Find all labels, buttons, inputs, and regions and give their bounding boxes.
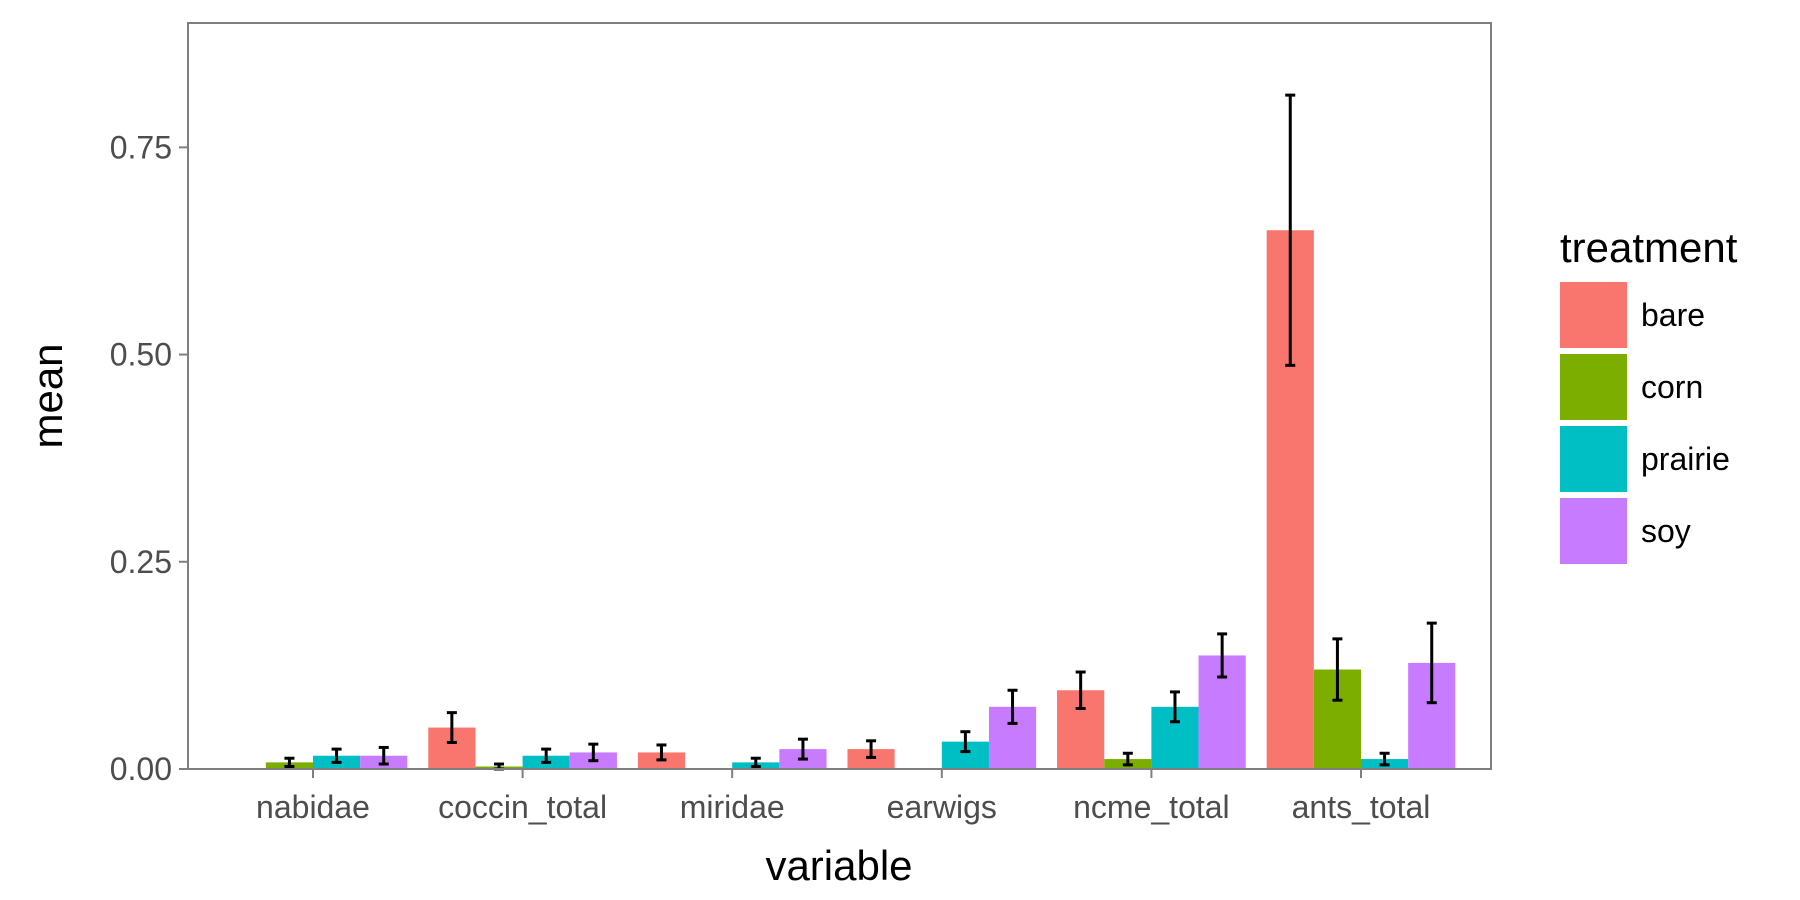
- legend: treatment bare corn prairie soy: [1560, 224, 1738, 564]
- error-bar-bare-ncme_total: [1075, 670, 1086, 710]
- error-bar-bare-coccin_total: [446, 711, 457, 744]
- error-bar-corn-ants_total: [1332, 637, 1343, 702]
- error-bar-prairie-ants_total: [1379, 751, 1390, 767]
- y-tick-label-0.50: 0.50: [110, 337, 172, 373]
- error-bar-bare-earwigs: [866, 739, 877, 759]
- error-bar-prairie-miridae: [750, 756, 761, 769]
- legend-label-prairie: prairie: [1641, 441, 1730, 477]
- legend-key-corn: [1560, 354, 1627, 420]
- error-bar-soy-ants_total: [1426, 621, 1437, 705]
- error-bar-bare-miridae: [656, 743, 667, 762]
- legend-label-soy: soy: [1641, 513, 1691, 549]
- error-bar-prairie-ncme_total: [1169, 690, 1180, 724]
- y-tick-label-0.75: 0.75: [110, 129, 172, 165]
- x-axis: nabidae coccin_total miridae earwigs ncme_to…: [256, 769, 1430, 825]
- legend-title: treatment: [1560, 224, 1738, 271]
- y-tick-label-0.25: 0.25: [110, 544, 172, 580]
- error-bar-bare-ants_total: [1285, 93, 1296, 367]
- legend-label-corn: corn: [1641, 369, 1703, 405]
- error-bar-prairie-nabidae: [331, 747, 342, 764]
- legend-label-bare: bare: [1641, 297, 1705, 333]
- y-tick-label-0.00: 0.00: [110, 751, 172, 787]
- error-bar-soy-earwigs: [1007, 688, 1018, 725]
- error-bars-layer: [284, 93, 1437, 771]
- x-axis-title: variable: [765, 842, 912, 889]
- x-tick-label-earwigs: earwigs: [887, 789, 997, 825]
- error-bar-prairie-coccin_total: [541, 747, 552, 764]
- x-tick-label-nabidae: nabidae: [256, 789, 370, 825]
- y-axis-title: mean: [24, 343, 71, 448]
- x-tick-label-miridae: miridae: [680, 789, 785, 825]
- error-bar-soy-miridae: [797, 737, 808, 761]
- plot-panel-border: [187, 22, 1492, 770]
- error-bar-soy-nabidae: [378, 745, 389, 766]
- y-axis: 0.00 0.25 0.50 0.75: [110, 129, 188, 787]
- error-bar-corn-nabidae: [284, 756, 295, 769]
- legend-key-prairie: [1560, 426, 1627, 492]
- error-bar-prairie-earwigs: [960, 730, 971, 754]
- legend-key-bare: [1560, 282, 1627, 348]
- error-bar-soy-ncme_total: [1217, 632, 1228, 679]
- x-tick-label-ncme_total: ncme_total: [1073, 789, 1230, 825]
- bar-bare-earwigs: [847, 749, 895, 769]
- error-bar-corn-ncme_total: [1122, 751, 1133, 767]
- legend-key-soy: [1560, 498, 1627, 564]
- error-bar-soy-coccin_total: [588, 742, 599, 763]
- x-tick-label-ants_total: ants_total: [1292, 789, 1431, 825]
- x-tick-label-coccin_total: coccin_total: [438, 789, 607, 825]
